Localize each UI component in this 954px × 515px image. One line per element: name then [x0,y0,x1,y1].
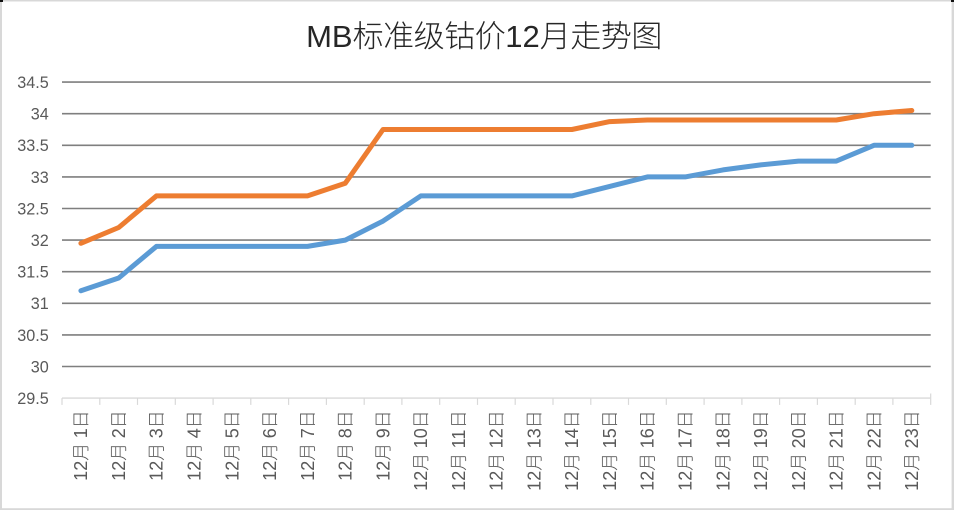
svg-text:4: 4 [184,428,204,438]
svg-text:12: 12 [505,19,539,54]
svg-text:12: 12 [902,471,922,491]
svg-text:12: 12 [109,461,129,481]
svg-text:12: 12 [411,471,431,491]
svg-text:12: 12 [336,461,356,481]
svg-text:33.5: 33.5 [17,137,49,155]
svg-text:12: 12 [524,471,544,491]
svg-text:20: 20 [789,428,809,448]
svg-text:15: 15 [600,428,620,448]
svg-text:18: 18 [713,428,733,448]
svg-text:12: 12 [487,471,507,491]
svg-text:32: 32 [31,232,49,250]
svg-text:12: 12 [751,471,771,491]
svg-text:31: 31 [31,295,49,313]
svg-text:12: 12 [298,461,318,481]
svg-text:12: 12 [676,471,696,491]
svg-text:33: 33 [31,169,49,187]
svg-text:16: 16 [638,428,658,448]
svg-text:19: 19 [751,428,771,448]
svg-text:23: 23 [902,428,922,448]
svg-text:17: 17 [676,428,696,448]
svg-text:31.5: 31.5 [17,264,49,282]
svg-text:12: 12 [222,461,242,481]
svg-text:14: 14 [562,428,582,448]
svg-text:6: 6 [260,428,280,438]
svg-text:9: 9 [373,428,393,438]
svg-text:13: 13 [524,428,544,448]
svg-text:1: 1 [71,428,91,438]
svg-text:30.5: 30.5 [17,327,49,345]
svg-text:5: 5 [222,428,242,438]
svg-text:8: 8 [336,428,356,438]
svg-text:3: 3 [147,428,167,438]
svg-text:12: 12 [789,471,809,491]
svg-text:32.5: 32.5 [17,200,49,218]
svg-text:12: 12 [373,461,393,481]
svg-text:12: 12 [638,471,658,491]
svg-text:12: 12 [864,471,884,491]
svg-text:12: 12 [184,461,204,481]
svg-text:7: 7 [298,428,318,438]
svg-text:12: 12 [147,461,167,481]
svg-text:2: 2 [109,428,129,438]
svg-text:MB: MB [306,19,353,54]
svg-text:21: 21 [827,428,847,448]
svg-text:34: 34 [31,106,49,124]
svg-text:29.5: 29.5 [17,390,49,408]
svg-text:12: 12 [562,471,582,491]
svg-text:10: 10 [411,428,431,448]
svg-text:12: 12 [600,471,620,491]
svg-text:12: 12 [71,461,91,481]
svg-text:12: 12 [449,471,469,491]
svg-text:12: 12 [827,471,847,491]
svg-text:12: 12 [487,428,507,448]
svg-text:12: 12 [713,471,733,491]
svg-text:30: 30 [31,358,49,376]
svg-text:11: 11 [449,430,469,449]
svg-text:34.5: 34.5 [17,74,49,92]
svg-text:22: 22 [864,428,884,448]
svg-text:12: 12 [260,461,280,481]
